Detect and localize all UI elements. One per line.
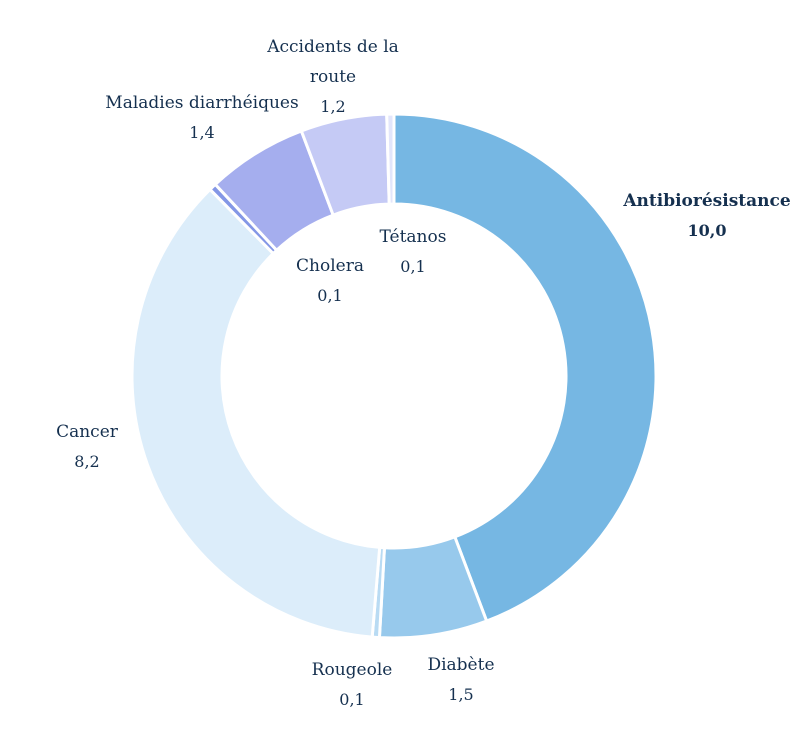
slice-value-cholera: 0,1 [317,286,342,305]
slice-value-diabete: 1,5 [448,685,473,704]
slice-antibioresistance[interactable] [392,112,658,624]
slice-label-cholera: Cholera [296,256,364,276]
slice-label-accidents-de-la-route-line-2: route [310,67,356,87]
slice-label-antibioresistance: Antibiorésistance [622,191,790,211]
slice-value-maladies-diarrheiques: 1,4 [189,123,214,142]
labels-group: Antibiorésistance 10,0 Diabète 1,5 Rougeole 0… [56,37,791,709]
slice-label-cancer: Cancer [56,422,119,442]
slice-label-diabete: Diabète [427,655,494,675]
slices-group [130,112,658,640]
slice-value-cancer: 8,2 [74,452,99,471]
slice-value-accidents-de-la-route: 1,2 [320,97,345,116]
slice-value-rougeole: 0,1 [339,690,364,709]
slice-tetanos[interactable] [385,112,396,206]
slice-label-maladies-diarrheiques: Maladies diarrhéiques [105,93,298,113]
slice-value-antibioresistance: 10,0 [688,221,727,240]
slice-label-accidents-de-la-route-line-1: Accidents de la [266,37,399,57]
slice-cancer[interactable] [130,187,382,639]
slice-value-tetanos: 0,1 [400,257,425,276]
slice-label-tetanos: Tétanos [380,227,447,247]
slice-label-rougeole: Rougeole [312,660,393,680]
